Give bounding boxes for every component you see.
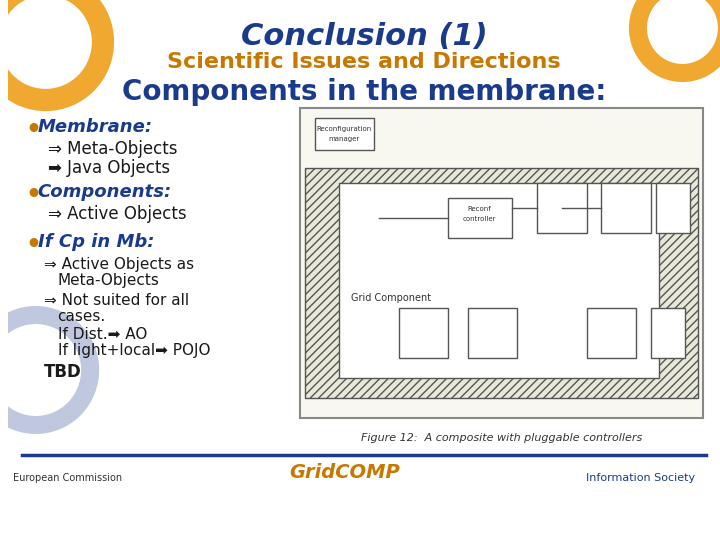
Text: European Commission: European Commission <box>13 473 122 483</box>
Text: manager: manager <box>328 136 360 142</box>
Text: Reconfiguration: Reconfiguration <box>317 126 372 132</box>
Bar <box>399 308 448 358</box>
Bar <box>587 308 636 358</box>
Bar <box>651 308 685 358</box>
Text: ⇒ Active Objects as: ⇒ Active Objects as <box>44 257 194 272</box>
Text: cases.: cases. <box>58 309 106 324</box>
Text: If Dist.➡ AO: If Dist.➡ AO <box>58 327 147 342</box>
Text: ⇒ Not suited for all: ⇒ Not suited for all <box>44 293 189 308</box>
Bar <box>448 198 513 238</box>
Text: TBD: TBD <box>44 363 81 381</box>
Text: Membrane:: Membrane: <box>37 118 153 136</box>
Text: Conclusion (1): Conclusion (1) <box>240 22 487 51</box>
Text: controller: controller <box>463 216 497 222</box>
Text: Components:: Components: <box>37 183 172 201</box>
Bar <box>468 308 517 358</box>
Text: ⇒ Active Objects: ⇒ Active Objects <box>48 205 186 223</box>
Text: •: • <box>26 118 42 142</box>
Text: If light+local➡ POJO: If light+local➡ POJO <box>58 343 210 358</box>
Text: Information Society: Information Society <box>586 473 696 483</box>
Text: Meta-Objects: Meta-Objects <box>58 273 159 288</box>
Bar <box>601 183 651 233</box>
FancyBboxPatch shape <box>300 108 703 418</box>
Text: Figure 12:  A composite with pluggable controllers: Figure 12: A composite with pluggable co… <box>361 433 642 443</box>
Bar <box>537 183 587 233</box>
Text: Scientific Issues and Directions: Scientific Issues and Directions <box>167 52 561 72</box>
Text: GridCOMP: GridCOMP <box>289 463 400 482</box>
Text: ➡ Java Objects: ➡ Java Objects <box>48 159 170 177</box>
Text: •: • <box>26 233 42 257</box>
FancyBboxPatch shape <box>305 168 698 398</box>
Text: Reconf: Reconf <box>468 206 492 212</box>
Bar <box>656 183 690 233</box>
FancyBboxPatch shape <box>339 183 659 378</box>
Text: Components in the membrane:: Components in the membrane: <box>122 78 606 106</box>
Text: If Cp in Mb:: If Cp in Mb: <box>37 233 154 251</box>
Text: Grid Component: Grid Component <box>351 293 431 303</box>
Bar <box>315 118 374 150</box>
Text: •: • <box>26 183 42 207</box>
Text: ⇒ Meta-Objects: ⇒ Meta-Objects <box>48 140 177 158</box>
